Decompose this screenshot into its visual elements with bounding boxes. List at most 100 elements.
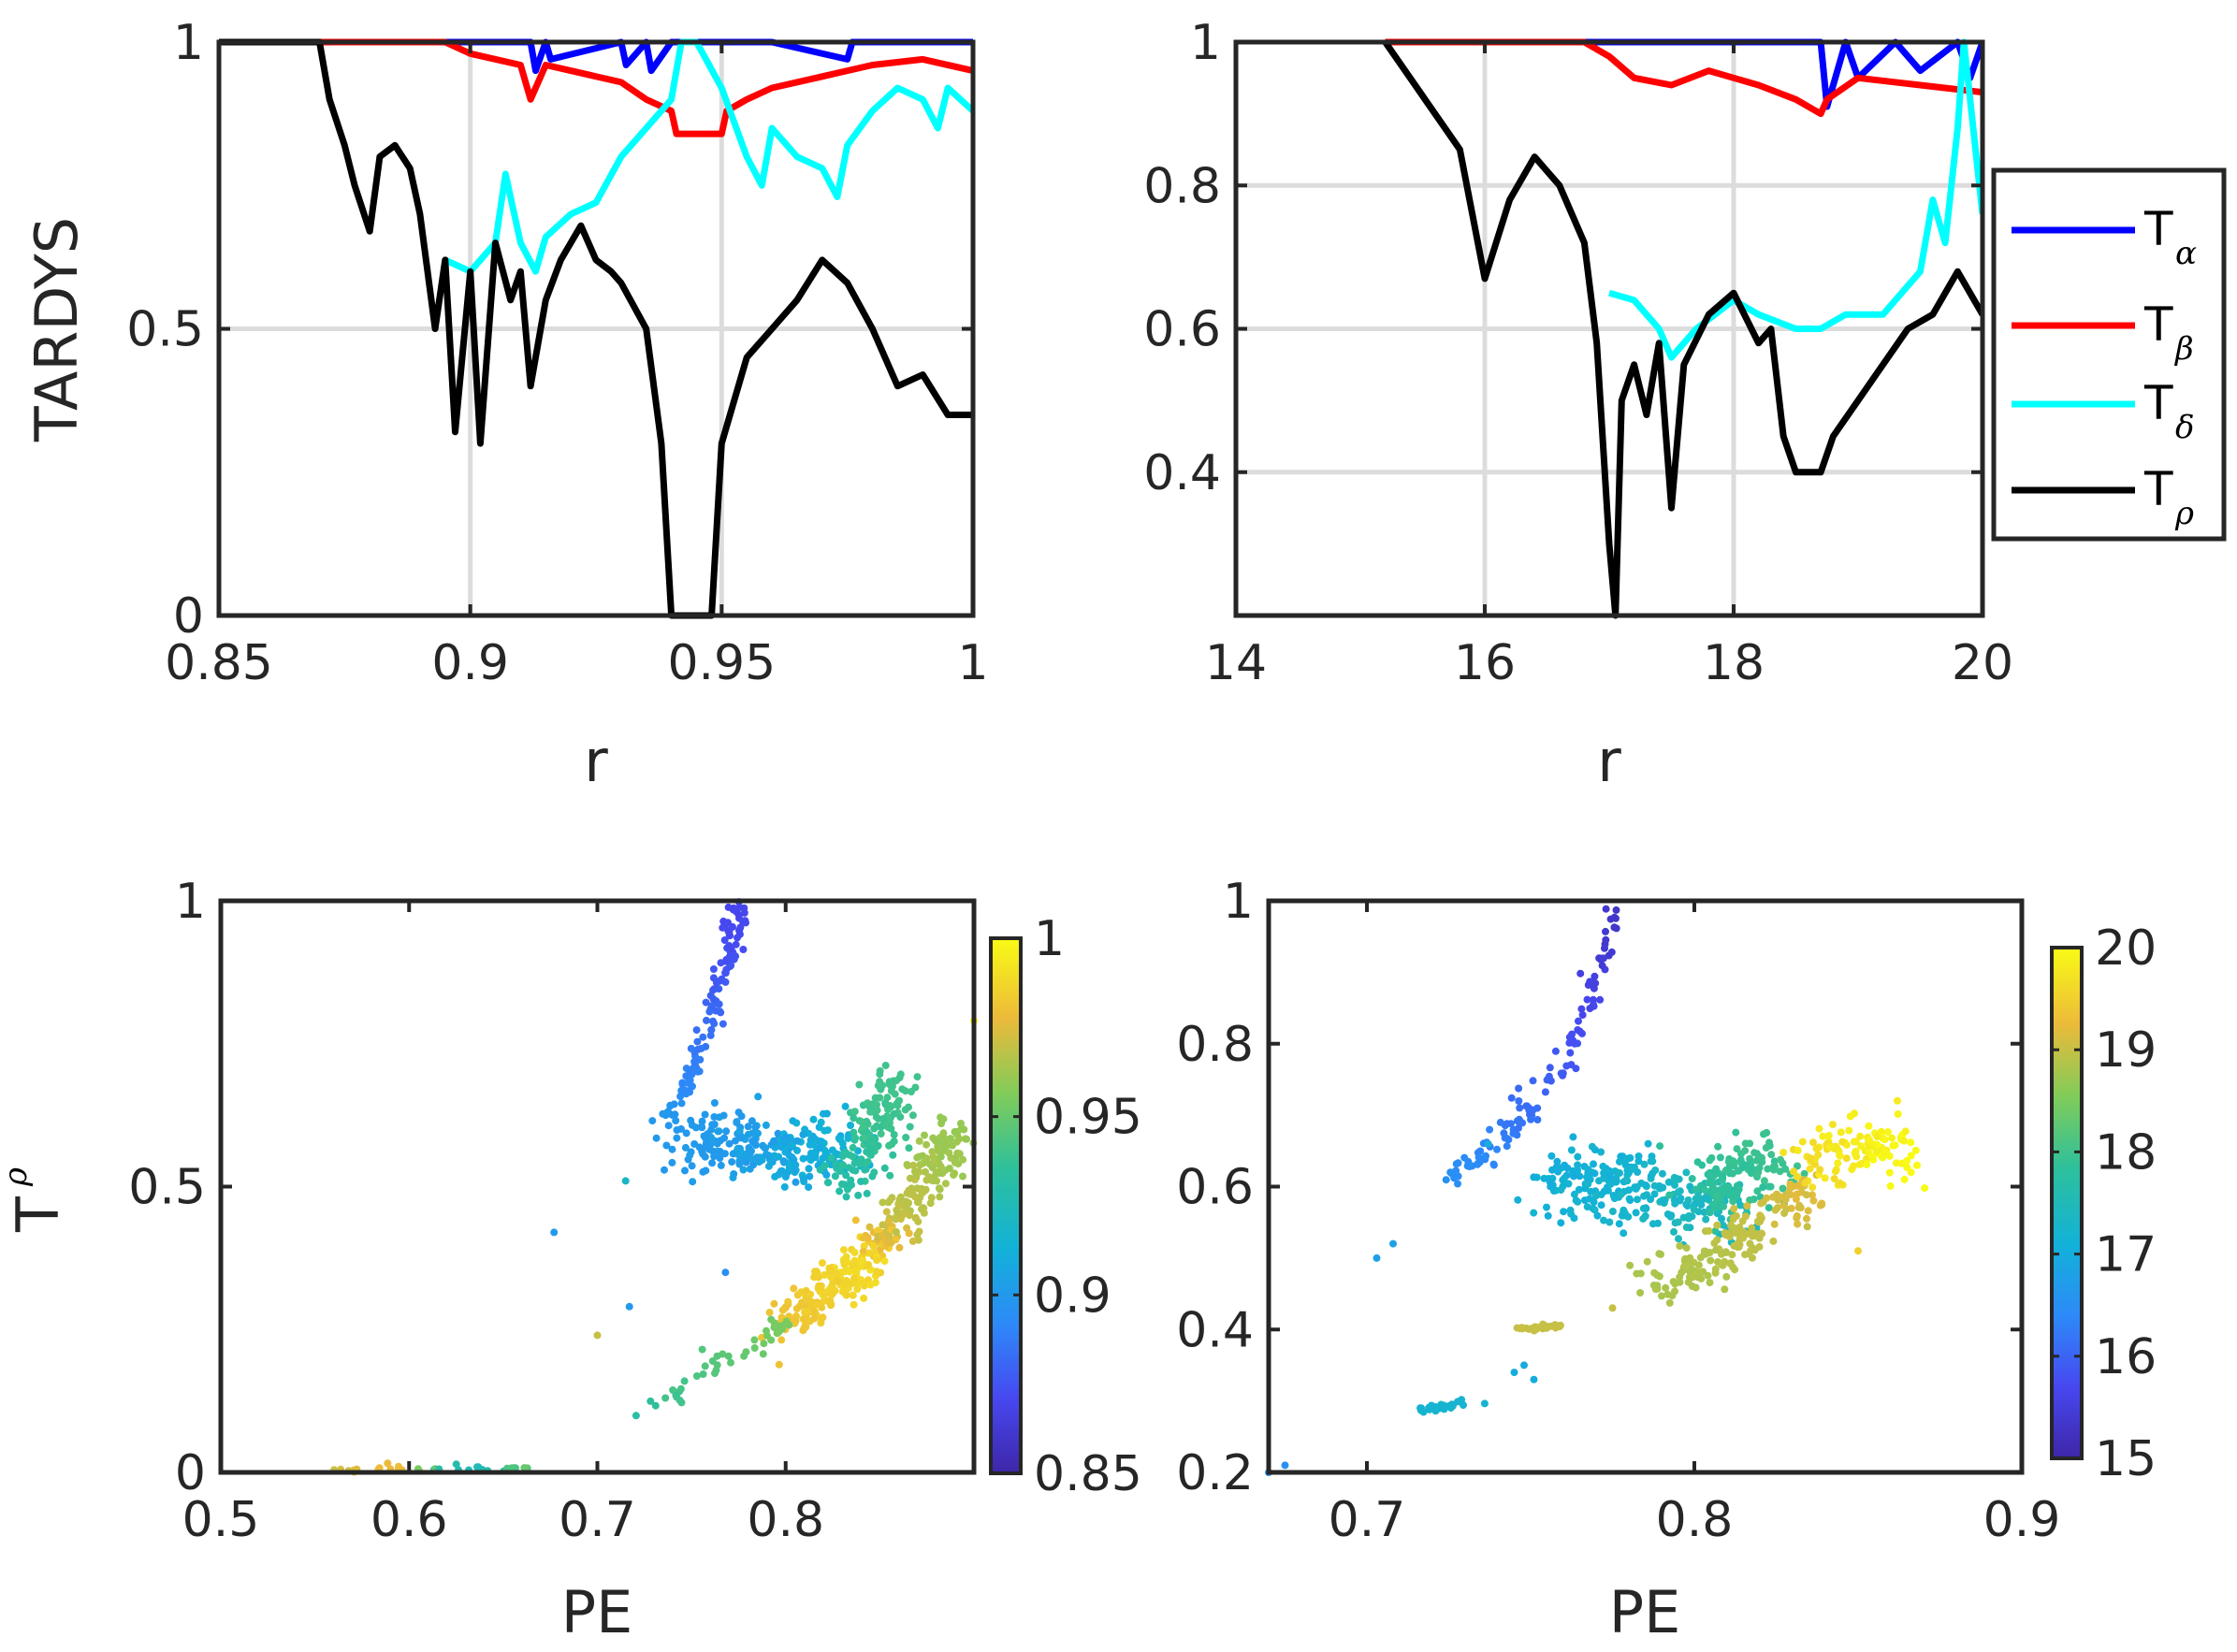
bottom-left-point-mid-cloud: [754, 1129, 762, 1138]
bottom-left-point-yellow-band: [866, 1281, 875, 1289]
bottom-left-point-green-wedge: [831, 1172, 839, 1181]
bottom-right-point-green-cloud: [1716, 1153, 1724, 1162]
bottom-left-point-upper-arc: [733, 908, 741, 916]
bottom-left-point-mid-cloud: [732, 1137, 739, 1145]
bottom-left-point-mid-cloud: [781, 1173, 790, 1181]
bottom-right-point-mid-cloud: [1587, 1187, 1595, 1196]
bottom-left-point-yellow-band: [916, 1194, 924, 1202]
bottom-right-point-lower-segment: [1435, 1404, 1444, 1413]
bottom-right-point-lower-segment: [1480, 1399, 1489, 1408]
bottom-left-point-outliers: [625, 1302, 633, 1311]
bottom-left-point-mid-cloud: [822, 1109, 831, 1118]
bottom-right-point-yellow-cap: [1798, 1138, 1807, 1146]
bottom-left-xlabel: PE: [561, 1578, 633, 1646]
top-right-series-T_alpha: [1385, 38, 1983, 110]
bottom-right-point-green-cloud: [1753, 1187, 1762, 1196]
bottom-left-point-mid-cloud: [760, 1143, 768, 1152]
bottom-right-xlabel: PE: [1609, 1578, 1681, 1646]
bottom-right-point-orange-band: [1721, 1248, 1729, 1256]
bottom-right-xtick-label: 0.7: [1329, 1492, 1406, 1548]
bottom-right-point-yellow-cap: [1831, 1167, 1839, 1176]
bottom-left-colorbar-box: [989, 936, 1023, 1475]
bottom-left-point-mid-cloud: [714, 1127, 722, 1136]
top-left-xtick-label: 0.9: [431, 635, 509, 691]
bottom-left-point-upper-arc: [734, 934, 741, 942]
bottom-left-ylabel-base: T: [4, 1196, 72, 1233]
bottom-right-point-green-cloud: [1781, 1165, 1790, 1173]
bottom-left-point-yellow-band: [790, 1284, 798, 1293]
bottom-right-point-orange-band: [1711, 1265, 1720, 1273]
bottom-right-point-yellow-cap: [1888, 1134, 1896, 1142]
bottom-left-point-green-wedge: [876, 1070, 884, 1079]
bottom-left-point-yellow-band: [839, 1246, 848, 1254]
bottom-left-point-upper-arc: [706, 992, 715, 1000]
bottom-right-point-yellow-cap: [1807, 1154, 1815, 1163]
bottom-right-point-orange-band: [1745, 1250, 1753, 1258]
bottom-left-point-yellow-band: [885, 1217, 893, 1225]
bottom-left-point-mid-cloud: [790, 1162, 798, 1170]
bottom-left-xtick-label: 0.6: [370, 1492, 448, 1548]
bottom-right-point-mid-cloud: [1599, 1162, 1607, 1170]
bottom-left-point-yellow-band: [899, 1210, 908, 1219]
bottom-left-point-upper-arc: [721, 969, 730, 977]
bottom-right-point-upper-arc: [1598, 962, 1606, 970]
bottom-left-point-lower-trail: [750, 1344, 759, 1352]
top-left-series-T_delta: [443, 38, 973, 275]
bottom-right-point-yellow-cap: [1907, 1138, 1915, 1147]
bottom-left-point-mid-cloud: [788, 1141, 796, 1150]
bottom-left-point-mid-cloud: [677, 1124, 685, 1133]
bottom-right-point-mid-cloud: [1700, 1208, 1708, 1216]
bottom-left-point-green-wedge: [874, 1081, 882, 1090]
bottom-left-point-yellow-band: [945, 1149, 953, 1157]
bottom-left-point-mid-cloud: [754, 1093, 763, 1101]
legend-sub-delta: δ: [2175, 409, 2194, 446]
bottom-left-point-yellow-band: [909, 1161, 918, 1169]
bottom-left-point-green-wedge: [843, 1185, 851, 1194]
bottom-left-point-yellow-band: [834, 1277, 842, 1285]
legend-label-delta: T: [2143, 376, 2173, 430]
bottom-right-point-mid-cloud: [1570, 1190, 1578, 1198]
bottom-left-point-upper-arc: [693, 1037, 702, 1046]
bottom-right-point-orange-band: [1705, 1226, 1713, 1235]
bottom-right-point-green-cloud: [1692, 1185, 1700, 1194]
bottom-right-point-mid-cloud: [1664, 1178, 1673, 1186]
bottom-left-point-green-wedge: [837, 1180, 846, 1188]
bottom-right-point-green-cloud: [1688, 1175, 1696, 1182]
bottom-right-point-orange-band: [1757, 1199, 1765, 1208]
bottom-left-point-upper-arc: [720, 936, 729, 944]
bottom-right-point-upper-arc: [1575, 1017, 1582, 1025]
bottom-right-point-yellow-cap: [1819, 1132, 1827, 1140]
bottom-right-point-orange-band: [1704, 1271, 1712, 1280]
bottom-right-point-mid-cloud: [1605, 1172, 1614, 1181]
bottom-left-point-yellow-band: [850, 1300, 858, 1309]
bottom-right-point-orange-band: [1643, 1257, 1651, 1266]
chart-bottom-right: 0.7 0.8 0.9 0.2 0.4 0.6 0.8 1 PE 15 16 17 18 19 20: [1176, 874, 2157, 1646]
bottom-left-point-green-wedge: [880, 1164, 889, 1172]
bottom-left-point-lower-trail: [742, 1348, 750, 1356]
bottom-right-point-mid-cloud: [1563, 1164, 1572, 1172]
bottom-left-point-yellow-band: [840, 1260, 849, 1268]
bottom-left-point-mid-cloud: [746, 1165, 754, 1173]
bottom-left-point-mid-cloud: [753, 1153, 761, 1162]
bottom-left-point-green-wedge: [854, 1191, 863, 1199]
bottom-right-point-green-cloud: [1760, 1130, 1767, 1138]
bottom-left-point-upper-arc: [732, 940, 740, 949]
bottom-right-point-mid-cloud: [1590, 1198, 1598, 1207]
bottom-right-point-green-cloud: [1800, 1169, 1808, 1178]
bottom-left-point-mid-cloud: [748, 1138, 757, 1146]
bottom-left-point-mid-cloud: [792, 1178, 800, 1186]
bottom-left-point-yellow-band: [926, 1199, 935, 1208]
bottom-left-point-mid-cloud: [739, 1166, 748, 1174]
bottom-left-xtick-label: 0.8: [747, 1492, 824, 1548]
bottom-right-point-mid-cloud: [1656, 1184, 1664, 1193]
bottom-left-point-mid-cloud: [707, 1125, 716, 1134]
bottom-right-point-mid-cloud: [1561, 1174, 1568, 1182]
bottom-left-point-mid-cloud: [744, 1123, 752, 1131]
top-right-xtick-label: 16: [1454, 635, 1516, 691]
bottom-left-point-mid-cloud: [652, 1134, 661, 1142]
bottom-right-point-mid-cloud: [1597, 1201, 1605, 1210]
bottom-left-point-yellow-band: [792, 1305, 801, 1312]
bottom-right-point-upper-arc: [1533, 1116, 1542, 1123]
bottom-left-point-mid-cloud: [735, 1127, 744, 1135]
bottom-left-point-yellow-band: [953, 1149, 962, 1157]
